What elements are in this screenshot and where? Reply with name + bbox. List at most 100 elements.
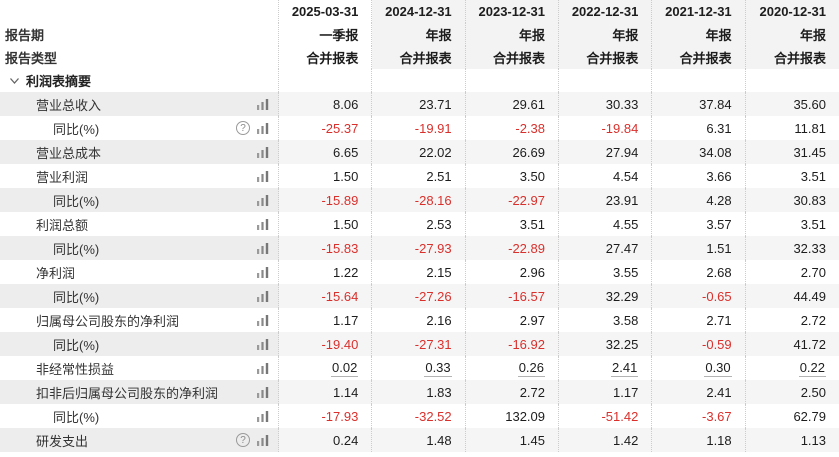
value-text: -22.89 (508, 240, 545, 256)
report-type-value: 合并报表 (372, 46, 466, 69)
value-text: 2.72 (519, 384, 545, 400)
row-icons (257, 242, 269, 254)
row-label-cell: 扣非后归属母公司股东的净利润 (0, 380, 279, 404)
underlined-value[interactable]: 0.30 (704, 359, 732, 377)
value-cell: 1.50 (279, 164, 373, 188)
bar-chart-icon[interactable] (257, 122, 269, 134)
row-icons (257, 218, 269, 230)
bar-chart-icon[interactable] (257, 218, 269, 230)
value-text: 1.50 (333, 168, 359, 184)
value-text: 27.47 (605, 240, 639, 256)
row-label: 同比(%) (53, 289, 100, 305)
row-label: 研发支出 (36, 433, 89, 449)
value-text: 1.22 (333, 264, 359, 280)
value-cell: 26.69 (465, 140, 559, 164)
value-text: -25.37 (321, 120, 359, 136)
value-text: 32.29 (605, 288, 639, 304)
value-text: 6.31 (706, 120, 732, 136)
bar-chart-icon[interactable] (257, 170, 269, 182)
value-text: 132.09 (505, 408, 545, 424)
bar-chart-icon[interactable] (257, 338, 269, 350)
bar-chart-icon[interactable] (257, 362, 269, 374)
value-cell: -22.97 (465, 188, 559, 212)
row-label: 营业总成本 (36, 145, 102, 161)
value-cell: 2.70 (746, 260, 839, 284)
column-header-date: 2025-03-31 (279, 0, 373, 23)
value-cell: 3.55 (559, 260, 653, 284)
value-text: 27.94 (605, 144, 639, 160)
value-text: 2.70 (800, 264, 826, 280)
bar-chart-icon[interactable] (257, 242, 269, 254)
report-type-value: 合并报表 (465, 46, 559, 69)
value-cell: 2.97 (466, 308, 559, 332)
bar-chart-icon[interactable] (257, 386, 269, 398)
bar-chart-icon[interactable] (257, 314, 269, 326)
value-cell: 3.57 (652, 212, 746, 236)
value-cell: 34.08 (652, 140, 746, 164)
value-cell: 1.17 (559, 380, 653, 404)
value-cell: 8.06 (279, 92, 373, 116)
value-cell: -32.52 (372, 404, 466, 428)
bar-chart-icon[interactable] (257, 146, 269, 158)
value-text: -15.83 (321, 240, 359, 256)
bar-chart-icon[interactable] (257, 266, 269, 278)
row-label-cell: 非经常性损益 (0, 356, 279, 380)
value-cell: 3.51 (746, 212, 839, 236)
bar-chart-icon[interactable] (257, 410, 269, 422)
value-text: 34.08 (699, 144, 732, 160)
value-text: 26.69 (512, 144, 545, 160)
value-cell: 1.48 (372, 428, 466, 452)
section-income-statement[interactable]: 利润表摘要 (0, 69, 839, 92)
value-cell: 41.72 (745, 332, 839, 356)
value-text: -22.97 (508, 192, 545, 208)
row-label: 利润总额 (36, 217, 89, 233)
bar-chart-icon[interactable] (257, 98, 269, 110)
section-title: 利润表摘要 (26, 74, 92, 89)
value-cell: 1.45 (465, 428, 559, 452)
value-text: -19.40 (321, 336, 359, 352)
table-row: 归属母公司股东的净利润 1.17 2.16 2.97 3.58 2.71 2.72 (0, 308, 839, 332)
value-text: 3.51 (800, 216, 826, 232)
value-text: 3.66 (706, 168, 732, 184)
value-cell: 4.54 (559, 164, 653, 188)
header-row-dates: 2025-03-31 2024-12-31 2023-12-31 2022-12… (0, 0, 839, 23)
underlined-value[interactable]: 0.33 (424, 359, 452, 377)
help-icon[interactable]: ? (236, 121, 250, 135)
value-cell: 1.51 (652, 236, 746, 260)
header-empty-cell (0, 0, 279, 23)
value-cell: 2.15 (372, 260, 466, 284)
value-text: 22.02 (419, 144, 452, 160)
row-label-cell: 营业总成本 (0, 140, 279, 164)
value-text: 62.79 (793, 408, 826, 424)
bar-chart-icon[interactable] (257, 290, 269, 302)
bar-chart-icon[interactable] (257, 194, 269, 206)
underlined-value[interactable]: 0.26 (517, 359, 545, 377)
value-cell: 2.53 (372, 212, 466, 236)
row-label-cell: 净利润 (0, 260, 279, 284)
value-text: 1.42 (613, 432, 639, 448)
value-cell: -17.93 (279, 404, 373, 428)
report-period-value: 年报 (372, 23, 466, 46)
value-cell: -27.93 (372, 236, 466, 260)
value-text: 4.54 (613, 168, 639, 184)
value-text: -28.16 (414, 192, 452, 208)
value-text: 31.45 (793, 144, 826, 160)
value-cell: 62.79 (746, 404, 839, 428)
section-header-cell[interactable]: 利润表摘要 (0, 69, 279, 92)
underlined-value[interactable]: 0.22 (798, 359, 826, 377)
row-icons (257, 98, 269, 110)
underlined-value[interactable]: 2.41 (611, 359, 639, 377)
help-icon[interactable]: ? (236, 433, 250, 447)
value-cell: 132.09 (466, 404, 559, 428)
value-cell: -19.91 (372, 116, 466, 140)
underlined-value[interactable]: 0.02 (331, 359, 359, 377)
value-cell: -27.26 (372, 284, 466, 308)
row-label-cell: 利润总额 (0, 212, 279, 236)
bar-chart-icon[interactable] (257, 434, 269, 446)
value-cell: 6.65 (279, 140, 373, 164)
table-row: 营业利润 1.50 2.51 3.50 4.54 3.66 3.51 (0, 164, 839, 188)
value-cell: 1.22 (279, 260, 373, 284)
chevron-down-icon (9, 75, 20, 86)
value-text: -32.52 (414, 408, 452, 424)
row-icons: ? (236, 433, 269, 447)
